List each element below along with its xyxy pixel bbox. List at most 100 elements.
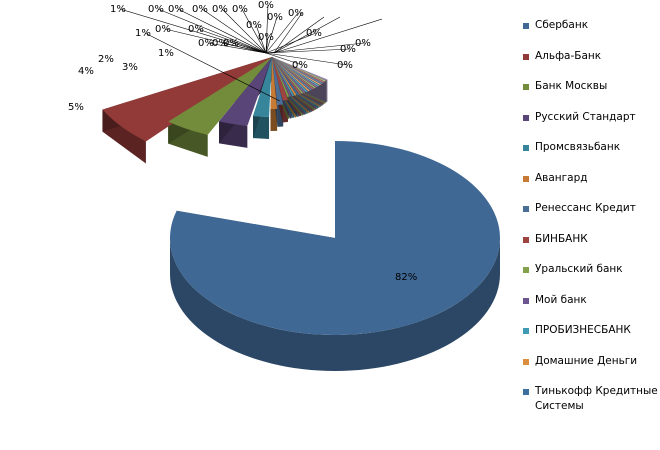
slice-10 — [272, 57, 295, 96]
slice-label-12: 0% — [188, 24, 204, 35]
slice-26 — [272, 57, 326, 82]
leader-line-20 — [265, 16, 278, 54]
slice-18 — [272, 57, 312, 91]
slice-19 — [272, 57, 314, 90]
leader-line-18 — [255, 24, 267, 54]
slice-7 — [272, 57, 288, 101]
slice-label-0: 82% — [395, 272, 417, 283]
legend-label: ПРОБИЗНЕСБАНК — [535, 324, 631, 336]
slice-side-5 — [270, 108, 278, 131]
leader-line-11 — [201, 8, 267, 54]
legend-swatch — [523, 175, 529, 182]
slice-17 — [272, 57, 310, 92]
leader-line-9 — [177, 8, 267, 54]
legend-swatch — [523, 389, 529, 395]
legend-label: БИНБАНК — [535, 232, 588, 245]
slice-label-17: 0% — [223, 38, 239, 49]
slice-24 — [272, 57, 323, 85]
leader-line-17 — [232, 42, 267, 54]
legend-swatch — [523, 23, 529, 29]
legend-label: Банк Москвы — [535, 80, 608, 92]
slice-side-0 — [170, 238, 500, 371]
leader-line-extra-1 — [273, 18, 383, 54]
legend-label: Домашние Деньги — [535, 354, 638, 367]
slice-22 — [272, 57, 320, 87]
slice-label-1: 5% — [68, 102, 84, 113]
legend-swatch — [523, 53, 529, 60]
slice-side-27 — [326, 79, 328, 103]
legend-label: Сбербанк — [535, 19, 589, 31]
leader-line-27 — [265, 42, 366, 54]
slice-label-5: 1% — [158, 48, 174, 59]
slice-5 — [270, 57, 278, 109]
slice-21 — [272, 57, 318, 88]
leader-line-8 — [157, 8, 267, 54]
slice-label-15: 0% — [198, 38, 214, 49]
pie-top-layer — [102, 57, 501, 336]
slice-14 — [272, 57, 304, 94]
slice-6 — [272, 57, 284, 105]
leader-line-extra-3 — [273, 12, 303, 54]
slice-label-26: 0% — [306, 28, 322, 39]
slice-label-27: 0% — [355, 38, 371, 49]
slice-label-13: 0% — [212, 4, 228, 15]
slice-label-14: 0% — [212, 38, 228, 49]
leader-line-25 — [265, 48, 351, 54]
leader-line-19 — [265, 4, 269, 54]
legend-label: Тинькофф Кредитные Системы — [535, 385, 658, 412]
leader-line-14 — [221, 42, 267, 54]
leader-line-6 — [144, 32, 280, 102]
legend-label: Ренессанс Кредит — [535, 202, 636, 214]
slice-20 — [272, 57, 316, 89]
slice-label-22: 0% — [258, 32, 274, 43]
slice-label-23: 0% — [292, 60, 308, 71]
legend-swatch — [523, 114, 529, 121]
legend-swatch — [523, 267, 529, 273]
legend-swatch — [523, 84, 529, 90]
slice-label-24: 0% — [337, 60, 353, 71]
slice-2 — [168, 57, 272, 135]
legend-swatch — [523, 297, 529, 304]
leader-lines — [119, 4, 383, 102]
legend-swatch — [523, 328, 529, 334]
slice-label-9: 0% — [168, 4, 184, 15]
legend-label: Мой банк — [535, 293, 587, 306]
leader-line-extra-0 — [273, 16, 325, 54]
slice-13 — [272, 57, 302, 95]
slice-0 — [169, 141, 501, 336]
slice-labels: 82%5%4% 3%2%1%1%1% 0% 0%0%0%0%0%0%0%0%0%0%0… — [68, 0, 417, 283]
slice-label-8: 0% — [148, 4, 164, 15]
legend-swatch — [523, 236, 529, 243]
slice-label-18: 0% — [246, 20, 262, 31]
slice-11 — [272, 57, 297, 96]
slice-8 — [272, 57, 290, 97]
leader-line-13 — [221, 8, 267, 54]
slice-3 — [219, 57, 272, 126]
leader-line-extra-2 — [273, 16, 341, 54]
slice-12 — [272, 57, 299, 95]
pie-chart: 82%5%4% 3%2%1%1%1% 0% 0%0%0%0%0%0%0%0%0%0%0… — [68, 0, 501, 371]
leader-line-15 — [207, 42, 267, 54]
legend-swatch — [523, 145, 529, 151]
leader-line-12 — [197, 28, 267, 54]
slice-25 — [272, 57, 325, 83]
slice-15 — [272, 57, 306, 93]
slice-label-16: 0% — [232, 4, 248, 15]
leader-line-16 — [241, 8, 267, 54]
slice-1 — [102, 57, 272, 142]
slice-label-20: 0% — [267, 12, 283, 23]
legend-label: Авангард — [535, 171, 588, 184]
slice-label-10: 0% — [155, 24, 171, 35]
slice-9 — [272, 57, 292, 97]
slice-label-7: 1% — [110, 4, 126, 15]
slice-label-19: 0% — [258, 0, 274, 11]
slice-label-21: 0% — [288, 8, 304, 19]
slice-label-2: 4% — [78, 66, 94, 77]
leader-line-22 — [265, 36, 269, 54]
legend-label: Русский Стандарт — [535, 110, 636, 123]
leader-line-24 — [265, 52, 348, 66]
leader-line-26 — [265, 32, 317, 54]
legend-label: Альфа-Банк — [535, 49, 602, 62]
legend-swatch — [523, 358, 529, 365]
